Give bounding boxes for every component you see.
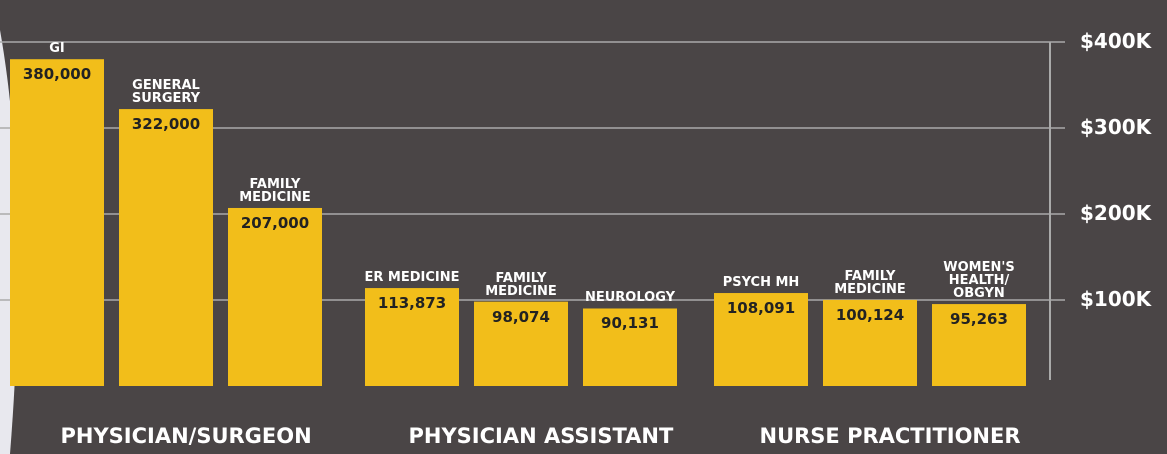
category-label: GENERAL SURGERY (113, 79, 219, 105)
chart-svg (0, 0, 1167, 454)
value-label: 98,074 (474, 308, 568, 326)
bar (228, 208, 322, 386)
group-label: PHYSICIAN ASSISTANT (409, 424, 674, 448)
group-label: PHYSICIAN/SURGEON (61, 424, 312, 448)
value-label: 322,000 (119, 115, 213, 133)
y-tick-label: $100K (1080, 287, 1151, 311)
value-label: 100,124 (823, 306, 917, 324)
value-label: 113,873 (365, 294, 459, 312)
chart: $100K $200K $300K $400K 380,000 GI 322,000 GENE… (0, 0, 1167, 454)
value-label: 207,000 (228, 214, 322, 232)
value-label: 95,263 (932, 310, 1026, 328)
category-label: PSYCH MH (708, 276, 814, 289)
value-label: 380,000 (10, 65, 104, 83)
y-tick-label: $400K (1080, 29, 1151, 53)
category-label: FAMILY MEDICINE (468, 272, 574, 298)
category-label: GI (4, 42, 110, 55)
category-label: FAMILY MEDICINE (222, 178, 328, 204)
y-tick-label: $300K (1080, 115, 1151, 139)
category-label: FAMILY MEDICINE (817, 270, 923, 296)
value-label: 108,091 (714, 299, 808, 317)
category-label: WOMEN'S HEALTH/ OBGYN (926, 261, 1032, 300)
value-label: 90,131 (583, 314, 677, 332)
bar (10, 59, 104, 386)
group-label: NURSE PRACTITIONER (760, 424, 1021, 448)
category-label: ER MEDICINE (359, 271, 465, 284)
category-label: NEUROLOGY (577, 291, 683, 304)
y-tick-label: $200K (1080, 201, 1151, 225)
bar (119, 109, 213, 386)
